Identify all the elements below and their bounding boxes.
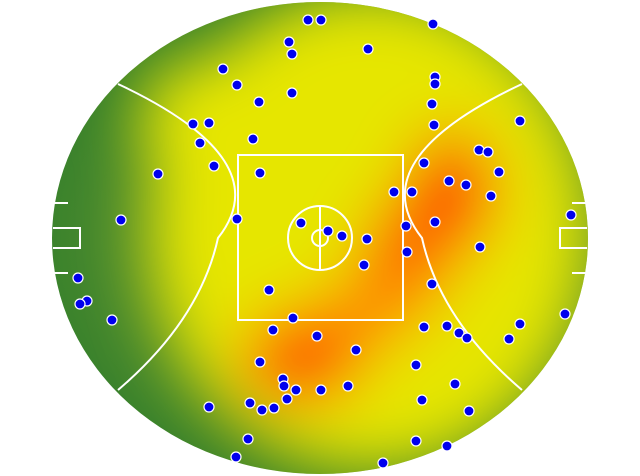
points xyxy=(72,14,577,469)
point xyxy=(443,175,455,187)
point xyxy=(463,405,475,417)
point xyxy=(361,233,373,245)
point xyxy=(244,397,256,409)
point xyxy=(514,115,526,127)
point xyxy=(460,179,472,191)
point xyxy=(418,157,430,169)
point xyxy=(194,137,206,149)
point xyxy=(388,186,400,198)
point xyxy=(473,144,485,156)
point xyxy=(231,213,243,225)
point xyxy=(267,324,279,336)
point xyxy=(283,36,295,48)
point xyxy=(362,43,374,55)
point xyxy=(400,220,412,232)
point xyxy=(115,214,127,226)
point xyxy=(152,168,164,180)
point xyxy=(416,394,428,406)
point xyxy=(263,284,275,296)
point xyxy=(278,380,290,392)
point xyxy=(208,160,220,172)
point xyxy=(336,230,348,242)
point xyxy=(281,393,293,405)
point xyxy=(203,117,215,129)
point xyxy=(254,356,266,368)
point xyxy=(247,133,259,145)
point xyxy=(449,378,461,390)
point xyxy=(514,318,526,330)
point xyxy=(427,18,439,30)
point xyxy=(203,401,215,413)
point xyxy=(453,327,465,339)
point xyxy=(429,216,441,228)
point xyxy=(315,384,327,396)
point xyxy=(350,344,362,356)
point xyxy=(315,14,327,26)
point xyxy=(559,308,571,320)
point xyxy=(461,332,473,344)
point xyxy=(322,225,334,237)
point xyxy=(74,298,86,310)
point xyxy=(230,451,242,463)
point xyxy=(302,14,314,26)
point xyxy=(254,167,266,179)
point xyxy=(290,384,302,396)
point xyxy=(406,186,418,198)
point xyxy=(426,278,438,290)
point xyxy=(426,98,438,110)
point xyxy=(441,320,453,332)
point xyxy=(268,402,280,414)
point xyxy=(410,359,422,371)
point xyxy=(295,217,307,229)
point xyxy=(503,333,515,345)
point xyxy=(342,380,354,392)
point xyxy=(377,457,389,469)
point xyxy=(286,48,298,60)
point xyxy=(482,146,494,158)
point xyxy=(231,79,243,91)
point xyxy=(429,78,441,90)
point xyxy=(217,63,229,75)
point xyxy=(401,246,413,258)
point xyxy=(311,330,323,342)
point xyxy=(242,433,254,445)
point xyxy=(253,96,265,108)
point xyxy=(418,321,430,333)
point xyxy=(187,118,199,130)
point xyxy=(256,404,268,416)
point xyxy=(565,209,577,221)
point xyxy=(72,272,84,284)
point xyxy=(474,241,486,253)
point xyxy=(287,312,299,324)
point xyxy=(441,440,453,452)
point xyxy=(410,435,422,447)
point xyxy=(286,87,298,99)
point xyxy=(485,190,497,202)
point xyxy=(106,314,118,326)
point xyxy=(493,166,505,178)
point xyxy=(358,259,370,271)
point xyxy=(428,119,440,131)
